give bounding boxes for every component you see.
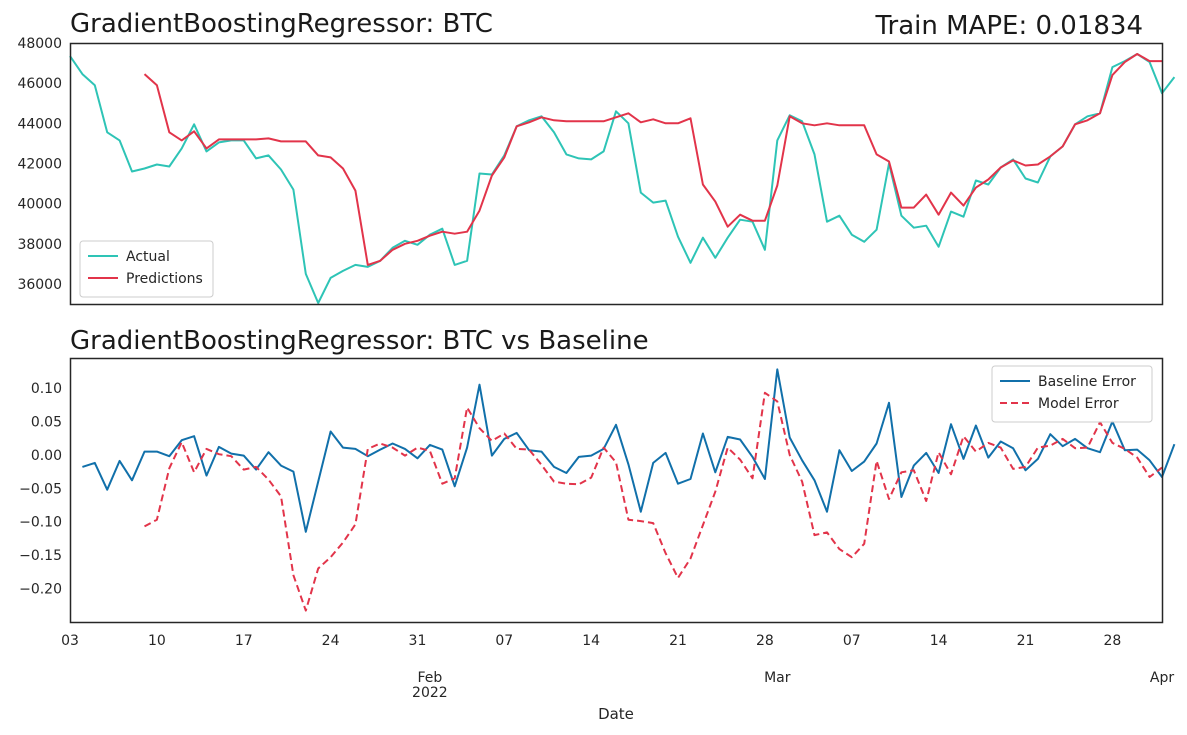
bottom-panel: GradientBoostingRegressor: BTC vs Baseli…: [19, 326, 1176, 723]
legend-box: [991, 365, 1153, 423]
x-tick-label: 07: [495, 633, 513, 649]
legend-label: Baseline Error: [1038, 374, 1136, 390]
bottom-legend: Baseline Error Model Error: [991, 365, 1153, 423]
top-plot-frame: [69, 42, 1164, 306]
top-panel: GradientBoostingRegressor: BTC Train MAP…: [17, 9, 1176, 306]
legend-label: Predictions: [126, 271, 203, 287]
x-tick-label: 07: [843, 633, 861, 649]
top-plot-lines: [69, 53, 1176, 304]
x-tick-label: 14: [582, 633, 600, 649]
x-tick-label: 03: [61, 633, 79, 649]
x-tick-label: 21: [1017, 633, 1035, 649]
bottom-y-tick-label: −0.20: [19, 582, 62, 598]
top-y-tick-label: 38000: [17, 237, 62, 253]
top-y-tick-label: 36000: [17, 277, 62, 293]
legend-label: Model Error: [1038, 396, 1119, 412]
bottom-y-tick-label: −0.05: [19, 481, 62, 497]
x-tick-label: 10: [148, 633, 166, 649]
series-line-model-error: [144, 391, 1163, 612]
bottom-y-axis: −0.20 −0.15 −0.10 −0.05 0.00 0.05 0.10: [19, 381, 62, 598]
top-chart-title: GradientBoostingRegressor: BTC: [70, 9, 493, 39]
top-y-tick-label: 48000: [17, 36, 62, 52]
x-axis-label: Date: [598, 705, 634, 723]
bottom-chart-title: GradientBoostingRegressor: BTC vs Baseli…: [70, 326, 649, 356]
series-line-baseline-error: [82, 368, 1176, 533]
series-line-actual: [69, 53, 1176, 304]
top-y-axis: 36000 38000 40000 42000 44000 46000 48000: [17, 36, 62, 293]
train-mape-annotation: Train MAPE: 0.01834: [874, 11, 1143, 41]
bottom-y-tick-label: 0.00: [31, 448, 62, 464]
series-line-predictions: [143, 53, 1162, 266]
bottom-plot-lines: [82, 368, 1176, 612]
bottom-y-tick-label: −0.15: [19, 548, 62, 564]
bottom-y-tick-label: 0.05: [31, 414, 62, 430]
bottom-y-tick-label: 0.10: [31, 381, 62, 397]
x-tick-label: 24: [322, 633, 340, 649]
top-y-tick-label: 42000: [17, 156, 62, 172]
top-y-tick-label: 44000: [17, 116, 62, 132]
x-tick-label: 28: [1103, 633, 1121, 649]
x-tick-label: 14: [930, 633, 948, 649]
bottom-plot-frame: [69, 357, 1164, 624]
top-y-tick-label: 46000: [17, 76, 62, 92]
x-tick-month-label: Mar: [764, 670, 791, 686]
x-tick-month-label: Apr: [1150, 670, 1174, 686]
top-legend: Actual Predictions: [79, 240, 214, 298]
x-tick-year-label: 2022: [412, 685, 448, 701]
x-tick-label: 21: [669, 633, 687, 649]
x-tick-month-label: Feb: [417, 670, 442, 686]
bottom-y-tick-label: −0.10: [19, 515, 62, 531]
top-y-tick-label: 40000: [17, 197, 62, 213]
x-tick-label: 31: [409, 633, 427, 649]
legend-label: Actual: [126, 249, 170, 265]
x-tick-label: 17: [235, 633, 253, 649]
x-tick-label: 28: [756, 633, 774, 649]
